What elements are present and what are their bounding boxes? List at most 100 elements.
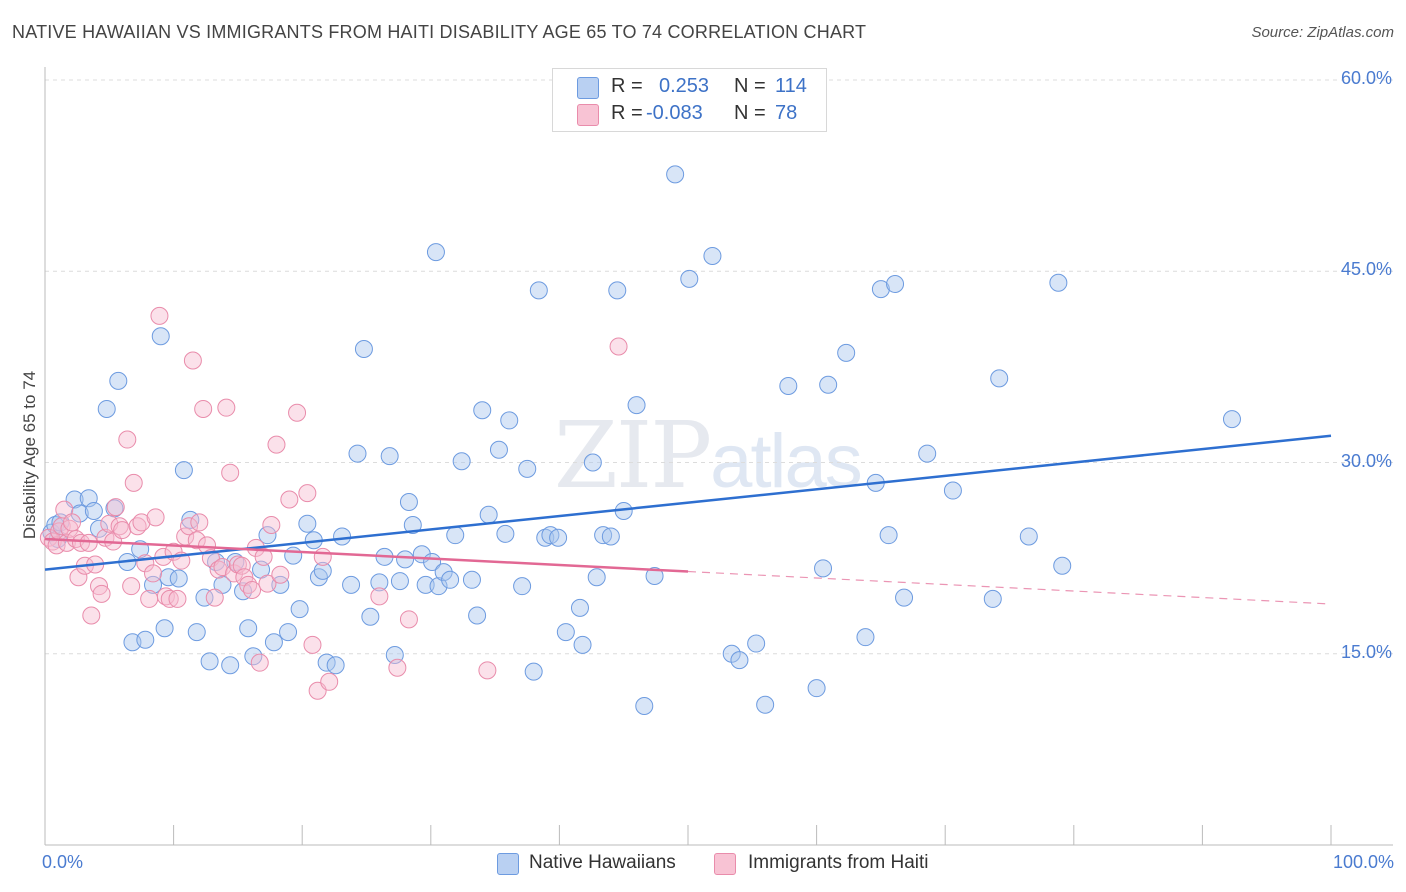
native-hawaiians-point bbox=[473, 401, 492, 420]
native-hawaiians-point bbox=[837, 343, 856, 362]
immigrants-from-haiti-point bbox=[399, 610, 418, 629]
legend: Native Hawaiians Immigrants from Haiti bbox=[0, 852, 1406, 876]
correlation-stats-box: R = 0.253 N = 114 R = -0.083 N = 78 bbox=[552, 68, 827, 132]
immigrants-from-haiti-point bbox=[124, 473, 143, 492]
native-hawaiians-point bbox=[1053, 556, 1072, 575]
immigrants-from-haiti-point bbox=[388, 658, 407, 677]
native-hawaiians-point bbox=[1222, 410, 1241, 429]
native-hawaiians-point bbox=[290, 600, 309, 619]
native-hawaiians-point bbox=[747, 634, 766, 653]
native-hawaiians-point bbox=[489, 440, 508, 459]
native-hawaiians-point bbox=[313, 561, 332, 580]
watermark-zip: ZIP bbox=[554, 402, 712, 509]
immigrants-from-haiti-point bbox=[106, 498, 125, 517]
watermark: ZIPatlas bbox=[554, 402, 863, 509]
native-hawaiians-point bbox=[856, 628, 875, 647]
native-hawaiians-point bbox=[983, 589, 1002, 608]
native-hawaiians-point bbox=[1019, 527, 1038, 546]
native-hawaiians-point bbox=[462, 570, 481, 589]
legend-label: Immigrants from Haiti bbox=[748, 852, 929, 873]
immigrants-from-haiti-point bbox=[370, 587, 389, 606]
immigrants-from-haiti-point bbox=[160, 589, 179, 608]
immigrants-from-haiti-point bbox=[221, 463, 240, 482]
immigrants-from-haiti-point bbox=[47, 536, 66, 555]
native-hawaiians-point bbox=[284, 546, 303, 565]
native-hawaiians-point bbox=[594, 526, 613, 545]
blue-swatch-icon bbox=[577, 77, 599, 99]
immigrants-from-haiti-point bbox=[205, 588, 224, 607]
native-hawaiians-point bbox=[549, 528, 568, 547]
immigrants-from-haiti-point bbox=[243, 581, 262, 599]
native-hawaiians-point bbox=[587, 568, 606, 587]
native-hawaiians-point bbox=[390, 572, 409, 591]
native-hawaiians-point bbox=[730, 651, 749, 670]
immigrants-from-haiti-point bbox=[267, 435, 286, 454]
source-credit: Source: ZipAtlas.com bbox=[1251, 24, 1394, 41]
native-hawaiians-point bbox=[271, 575, 290, 594]
blue-swatch-icon bbox=[497, 853, 519, 875]
immigrants-from-haiti-point bbox=[72, 533, 91, 552]
native-hawaiians-point bbox=[943, 481, 962, 500]
stats-row-immigrants-from-haiti: R = -0.083 N = 78 bbox=[553, 102, 826, 128]
native-hawaiians-point bbox=[518, 459, 537, 478]
immigrants-from-haiti-point bbox=[168, 589, 187, 608]
immigrants-from-haiti-point bbox=[288, 403, 307, 422]
trend-lines bbox=[44, 434, 1332, 605]
native-hawaiians-point bbox=[399, 493, 418, 512]
y-tick-label: 15.0% bbox=[1340, 641, 1392, 662]
immigrants-from-haiti-point bbox=[92, 584, 111, 603]
native-hawaiians-point bbox=[446, 526, 465, 545]
native-hawaiians-point bbox=[187, 623, 206, 642]
native-hawaiians-point bbox=[90, 519, 109, 538]
immigrants-from-haiti-point bbox=[271, 565, 290, 584]
native-hawaiians-point bbox=[298, 514, 317, 533]
immigrants-from-haiti-point bbox=[113, 521, 132, 540]
r-value: 0.253 bbox=[659, 75, 710, 97]
immigrants-from-haiti-trend-extension bbox=[687, 570, 1332, 605]
r-label: R = bbox=[611, 75, 643, 97]
native-hawaiians-point bbox=[279, 623, 298, 642]
native-hawaiians-point bbox=[990, 369, 1009, 388]
immigrants-from-haiti-trend-line bbox=[44, 537, 689, 573]
immigrants-from-haiti-point bbox=[217, 398, 236, 417]
native-hawaiians-point bbox=[426, 243, 445, 262]
native-hawaiians-point bbox=[200, 652, 219, 671]
native-hawaiians-point bbox=[895, 588, 914, 607]
native-hawaiians-point bbox=[151, 327, 170, 346]
immigrants-from-haiti-point bbox=[190, 513, 209, 532]
native-hawaiians-points bbox=[42, 165, 1241, 716]
immigrants-from-haiti-point bbox=[69, 568, 88, 587]
y-axis-label: Disability Age 65 to 74 bbox=[20, 370, 39, 540]
immigrants-from-haiti-point bbox=[298, 484, 317, 503]
r-value: -0.083 bbox=[646, 102, 703, 124]
native-hawaiians-point bbox=[174, 461, 193, 480]
native-hawaiians-point bbox=[403, 515, 422, 534]
native-hawaiians-point bbox=[536, 528, 555, 547]
native-hawaiians-point bbox=[886, 275, 905, 293]
native-hawaiians-point bbox=[529, 281, 548, 300]
native-hawaiians-point bbox=[396, 550, 415, 569]
immigrants-from-haiti-point bbox=[122, 577, 141, 596]
native-hawaiians-point bbox=[601, 527, 620, 546]
immigrants-from-haiti-point bbox=[183, 351, 202, 370]
native-hawaiians-point bbox=[703, 246, 722, 265]
watermark-atlas: atlas bbox=[710, 419, 863, 504]
native-hawaiians-point bbox=[627, 396, 646, 415]
native-hawaiians-point bbox=[244, 647, 263, 666]
native-hawaiians-point bbox=[326, 656, 345, 675]
native-hawaiians-point bbox=[680, 269, 699, 288]
native-hawaiians-point bbox=[819, 375, 838, 394]
immigrants-from-haiti-point bbox=[63, 513, 82, 532]
native-hawaiians-point bbox=[434, 563, 453, 582]
immigrants-from-haiti-point bbox=[180, 517, 199, 536]
native-hawaiians-point bbox=[645, 566, 664, 585]
native-hawaiians-point bbox=[221, 656, 240, 675]
native-hawaiians-point bbox=[109, 371, 128, 390]
native-hawaiians-point bbox=[441, 570, 460, 589]
immigrants-from-haiti-point bbox=[254, 547, 273, 566]
immigrants-from-haiti-point bbox=[303, 635, 322, 654]
native-hawaiians-point bbox=[258, 526, 277, 545]
native-hawaiians-point bbox=[779, 377, 798, 395]
native-hawaiians-point bbox=[879, 526, 898, 545]
native-hawaiians-point bbox=[380, 447, 399, 466]
